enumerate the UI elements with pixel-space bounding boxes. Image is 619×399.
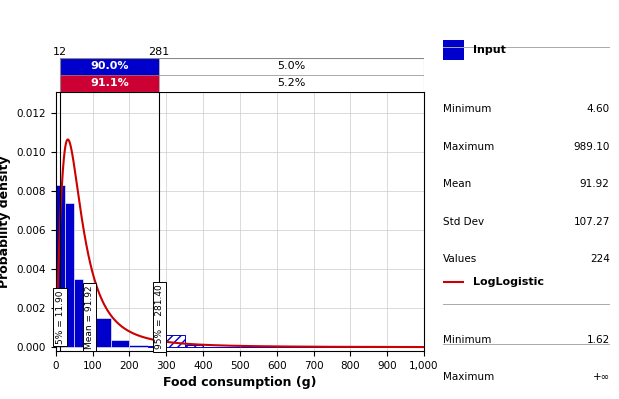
Bar xyxy=(65,203,74,347)
Y-axis label: Probability density: Probability density xyxy=(0,155,11,288)
Text: 281: 281 xyxy=(149,47,170,57)
Text: 1.62: 1.62 xyxy=(586,334,610,345)
X-axis label: Food consumption (g): Food consumption (g) xyxy=(163,376,316,389)
Text: Std Dev: Std Dev xyxy=(443,217,483,227)
Text: 12: 12 xyxy=(53,47,67,57)
Text: 4.60: 4.60 xyxy=(587,104,610,114)
Bar xyxy=(159,75,424,92)
Text: Mean: Mean xyxy=(443,179,471,189)
Text: 91.1%: 91.1% xyxy=(90,78,129,88)
Bar xyxy=(184,345,203,347)
Text: Maximum: Maximum xyxy=(443,142,494,152)
Bar xyxy=(60,75,159,92)
Bar xyxy=(56,186,65,347)
Bar xyxy=(60,58,159,75)
Text: 989.10: 989.10 xyxy=(573,142,610,152)
Bar xyxy=(148,346,166,347)
Text: 5% = 11.90: 5% = 11.90 xyxy=(56,290,64,344)
Text: Mean = 91.92: Mean = 91.92 xyxy=(85,285,94,349)
Text: 5.2%: 5.2% xyxy=(277,78,306,88)
Text: 90.0%: 90.0% xyxy=(90,61,129,71)
Text: Values: Values xyxy=(443,255,477,265)
Text: Minimum: Minimum xyxy=(443,104,491,114)
Bar xyxy=(443,40,464,60)
Bar xyxy=(159,58,424,75)
Bar xyxy=(111,340,129,347)
Text: Minimum: Minimum xyxy=(443,334,491,345)
Bar xyxy=(93,318,111,347)
Text: LogLogistic: LogLogistic xyxy=(473,277,543,287)
Text: 224: 224 xyxy=(590,255,610,265)
Text: 107.27: 107.27 xyxy=(573,217,610,227)
Text: Maximum: Maximum xyxy=(443,372,494,382)
Text: 95% = 281.40: 95% = 281.40 xyxy=(155,284,164,350)
Bar xyxy=(74,279,84,347)
Text: 91.92: 91.92 xyxy=(580,179,610,189)
Bar xyxy=(129,345,148,347)
Bar xyxy=(166,334,184,347)
Text: Input: Input xyxy=(473,45,506,55)
Title: RiskLogLogistic(1.6196,59.309,1.8695): RiskLogLogistic(1.6196,59.309,1.8695) xyxy=(87,75,393,89)
Text: 5.0%: 5.0% xyxy=(277,61,306,71)
Text: +∞: +∞ xyxy=(592,372,610,382)
Bar xyxy=(84,316,93,347)
